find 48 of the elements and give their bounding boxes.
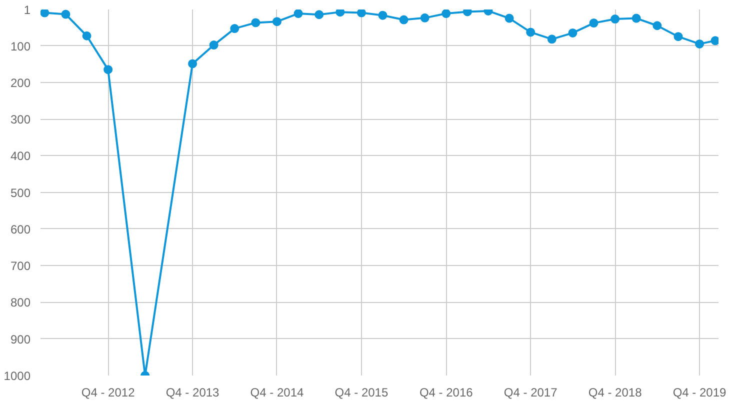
x-tick-label: Q4 - 2012 [81, 386, 136, 400]
point [695, 39, 704, 48]
point [378, 10, 388, 20]
point [589, 18, 598, 28]
point [610, 14, 620, 24]
point [526, 28, 536, 37]
x-tick-label: Q4 - 2016 [419, 386, 474, 400]
point [272, 17, 282, 26]
point [399, 15, 408, 24]
y-tick-label: 800 [10, 296, 31, 310]
point [61, 10, 70, 19]
point [442, 10, 451, 18]
point [504, 14, 514, 23]
point [336, 10, 345, 17]
x-tick-label: Q4 - 2019 [672, 386, 727, 400]
y-tick-label: 900 [10, 332, 31, 346]
point [356, 10, 366, 18]
y-tick-label: 600 [10, 222, 31, 236]
y-tick-label: 300 [10, 112, 31, 127]
point [314, 10, 324, 20]
point [40, 10, 50, 18]
point [652, 21, 662, 30]
y-tick-label: 700 [10, 259, 31, 274]
point [420, 13, 430, 22]
point [82, 31, 92, 40]
y-tick-label: 1000 [4, 369, 31, 383]
y-tick-label: 500 [10, 186, 31, 200]
x-tick-label: Q4 - 2018 [588, 386, 642, 400]
point [230, 24, 240, 34]
point [294, 10, 303, 18]
point [710, 36, 718, 46]
point [251, 18, 260, 28]
point [568, 28, 578, 38]
point [209, 40, 218, 50]
point [462, 10, 472, 16]
x-tick-label: Q4 - 2014 [250, 386, 304, 400]
point [104, 65, 113, 74]
point [547, 34, 556, 44]
y-tick-label: 100 [10, 39, 31, 54]
point [632, 14, 641, 23]
x-tick-label: Q4 - 2017 [504, 386, 558, 400]
y-tick-label: 200 [10, 76, 31, 90]
x-tick-label: Q4 - 2015 [334, 386, 388, 400]
point [188, 59, 198, 68]
point [674, 32, 683, 42]
x-tick-label: Q4 - 2013 [166, 386, 220, 400]
y-tick-label: 1 [24, 3, 31, 17]
y-tick-label: 400 [10, 149, 31, 164]
